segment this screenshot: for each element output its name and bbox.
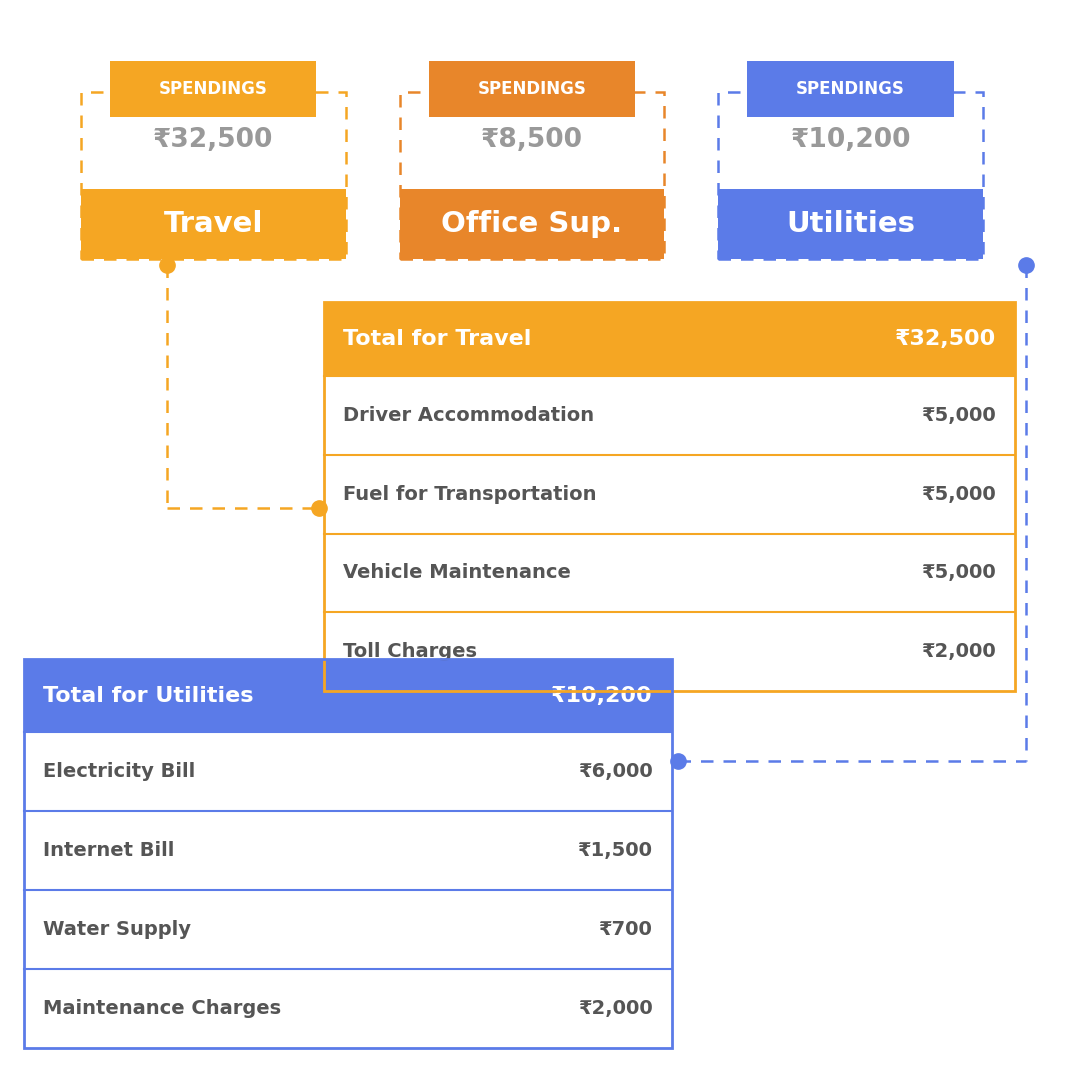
FancyBboxPatch shape — [324, 376, 1015, 455]
FancyBboxPatch shape — [324, 612, 1015, 691]
Text: ₹10,200: ₹10,200 — [551, 686, 652, 705]
FancyBboxPatch shape — [747, 60, 954, 117]
FancyBboxPatch shape — [24, 890, 672, 969]
Text: Vehicle Maintenance: Vehicle Maintenance — [343, 564, 571, 582]
Text: Toll Charges: Toll Charges — [343, 643, 477, 661]
Text: ₹5,000: ₹5,000 — [921, 564, 996, 582]
FancyBboxPatch shape — [324, 302, 1015, 376]
FancyBboxPatch shape — [24, 732, 672, 811]
Text: Electricity Bill: Electricity Bill — [43, 762, 195, 781]
Text: ₹2,000: ₹2,000 — [578, 999, 652, 1017]
Text: ₹2,000: ₹2,000 — [921, 643, 996, 661]
Text: Total for Utilities: Total for Utilities — [43, 686, 254, 705]
Text: ₹6,000: ₹6,000 — [578, 762, 652, 781]
Text: SPENDINGS: SPENDINGS — [159, 80, 268, 98]
Text: SPENDINGS: SPENDINGS — [477, 80, 586, 98]
Text: ₹700: ₹700 — [598, 920, 652, 939]
Text: ₹1,500: ₹1,500 — [578, 841, 652, 860]
Text: ₹8,500: ₹8,500 — [481, 127, 583, 153]
FancyBboxPatch shape — [24, 659, 672, 732]
Text: Water Supply: Water Supply — [43, 920, 191, 939]
FancyBboxPatch shape — [718, 189, 983, 259]
Text: Maintenance Charges: Maintenance Charges — [43, 999, 281, 1017]
FancyBboxPatch shape — [324, 534, 1015, 612]
Text: Office Sup.: Office Sup. — [442, 211, 622, 238]
Text: ₹10,200: ₹10,200 — [791, 127, 910, 153]
FancyBboxPatch shape — [429, 60, 635, 117]
Text: ₹5,000: ₹5,000 — [921, 485, 996, 503]
FancyBboxPatch shape — [24, 969, 672, 1048]
FancyBboxPatch shape — [324, 455, 1015, 534]
Text: ₹32,500: ₹32,500 — [153, 127, 273, 153]
FancyBboxPatch shape — [110, 60, 316, 117]
FancyBboxPatch shape — [400, 189, 664, 259]
Text: Internet Bill: Internet Bill — [43, 841, 175, 860]
Text: ₹5,000: ₹5,000 — [921, 406, 996, 424]
Text: Driver Accommodation: Driver Accommodation — [343, 406, 595, 424]
FancyBboxPatch shape — [81, 189, 346, 259]
FancyBboxPatch shape — [24, 811, 672, 890]
Text: Fuel for Transportation: Fuel for Transportation — [343, 485, 597, 503]
Text: Utilities: Utilities — [786, 211, 915, 238]
Text: SPENDINGS: SPENDINGS — [796, 80, 905, 98]
Text: Total for Travel: Total for Travel — [343, 329, 531, 349]
Text: ₹32,500: ₹32,500 — [894, 329, 996, 349]
Text: Travel: Travel — [163, 211, 264, 238]
